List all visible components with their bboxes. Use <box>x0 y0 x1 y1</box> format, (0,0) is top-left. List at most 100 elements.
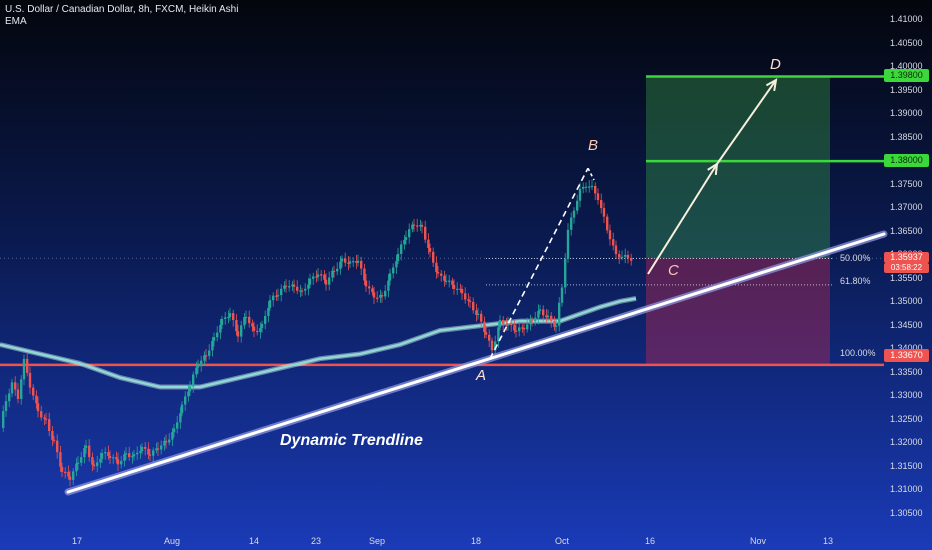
point-d-label: D <box>770 56 781 73</box>
candle-body <box>451 280 454 285</box>
candle-body <box>240 325 243 337</box>
candle-body <box>203 355 206 361</box>
candle-body <box>340 258 344 262</box>
candle-body <box>494 341 497 351</box>
x-tick-label: Aug <box>163 536 181 546</box>
candle-body <box>582 186 585 189</box>
candle-body <box>490 340 494 351</box>
candle-body <box>576 200 579 211</box>
candle-body <box>387 280 390 291</box>
candle-body <box>408 229 411 238</box>
indicator-label: EMA <box>5 16 27 27</box>
candle-body <box>192 374 195 387</box>
candle-body <box>564 258 567 288</box>
y-tick-label: 1.35000 <box>890 296 923 307</box>
point-c-label: C <box>668 262 679 279</box>
candle-body <box>416 225 419 227</box>
risk-zone <box>646 258 830 365</box>
target-mid-price-tag: 1.38000 <box>884 154 929 167</box>
candle-body <box>384 290 387 297</box>
candle-body <box>363 268 366 281</box>
candle-body <box>460 288 464 294</box>
candle-body <box>91 457 94 465</box>
candle-body <box>35 395 38 404</box>
candle-body <box>275 295 278 297</box>
candle-body <box>51 430 54 440</box>
candle-body <box>140 446 144 451</box>
candle-body <box>558 302 561 326</box>
candle-body <box>521 327 524 329</box>
x-tick-label: Sep <box>368 536 386 546</box>
candle-body <box>518 327 521 332</box>
candle-body <box>584 186 588 188</box>
candle-body <box>332 270 336 272</box>
candle-body <box>590 185 594 188</box>
candle-body <box>92 464 96 467</box>
candle-body <box>347 262 350 264</box>
arrow-mid-d-head <box>765 78 778 92</box>
candle-body <box>244 316 248 319</box>
candle-body <box>602 208 606 217</box>
candle-body <box>76 462 80 464</box>
candle-body <box>147 448 150 455</box>
candle-body <box>510 322 513 326</box>
candle-body <box>344 258 347 263</box>
x-tick-label: 13 <box>822 536 834 546</box>
candle-body <box>220 318 224 325</box>
candle-body <box>164 440 168 443</box>
candle-body <box>372 292 376 298</box>
current-price-tag: 1.35937 <box>884 252 929 263</box>
candle-body <box>546 315 550 318</box>
candle-body <box>600 200 603 209</box>
candle-body <box>388 273 392 281</box>
candle-body <box>80 457 83 463</box>
candle-body <box>160 445 163 450</box>
candle-body <box>352 261 355 263</box>
candle-body <box>316 274 320 277</box>
candle-body <box>315 276 318 278</box>
candle-body <box>364 280 368 287</box>
y-tick-label: 1.33000 <box>890 390 923 401</box>
candle-body <box>152 450 155 456</box>
candle-body <box>320 274 323 276</box>
candle-body <box>56 440 59 453</box>
candle-body <box>20 379 23 399</box>
candle-body <box>331 270 334 278</box>
candle-body <box>467 299 470 301</box>
b-tip <box>587 167 595 181</box>
y-tick-label: 1.37500 <box>890 178 923 189</box>
candle-body <box>360 260 363 269</box>
candle-body <box>554 325 558 327</box>
candle-body <box>323 274 326 280</box>
candle-body <box>264 315 267 324</box>
fib-100-label: 100.00% <box>840 348 876 358</box>
candle-body <box>99 458 102 463</box>
candle-body <box>412 224 416 226</box>
candle-body <box>52 439 56 441</box>
x-tick-label: Oct <box>554 536 570 546</box>
arrow-c-mid <box>647 163 718 275</box>
candle-body <box>618 254 621 258</box>
candle-body <box>560 287 564 303</box>
candle-body <box>424 226 427 240</box>
candle-body <box>292 284 296 287</box>
candle-body <box>84 445 88 449</box>
candle-body <box>168 439 171 443</box>
candle-body <box>553 321 556 327</box>
y-tick-label: 1.37000 <box>890 202 923 213</box>
ab-dashed-leg <box>489 167 589 360</box>
y-tick-label: 1.31000 <box>890 484 923 495</box>
candle-body <box>440 273 443 276</box>
candle-body <box>336 268 339 272</box>
candle-body <box>428 248 432 252</box>
candle-body <box>100 453 104 459</box>
candle-body <box>380 294 384 297</box>
candle-body <box>259 328 262 333</box>
candle-body <box>513 325 516 331</box>
candle-body <box>506 322 510 326</box>
candle-body <box>2 411 5 428</box>
candle-body <box>96 462 99 467</box>
candle-body <box>124 453 128 455</box>
candle-body <box>368 286 371 289</box>
